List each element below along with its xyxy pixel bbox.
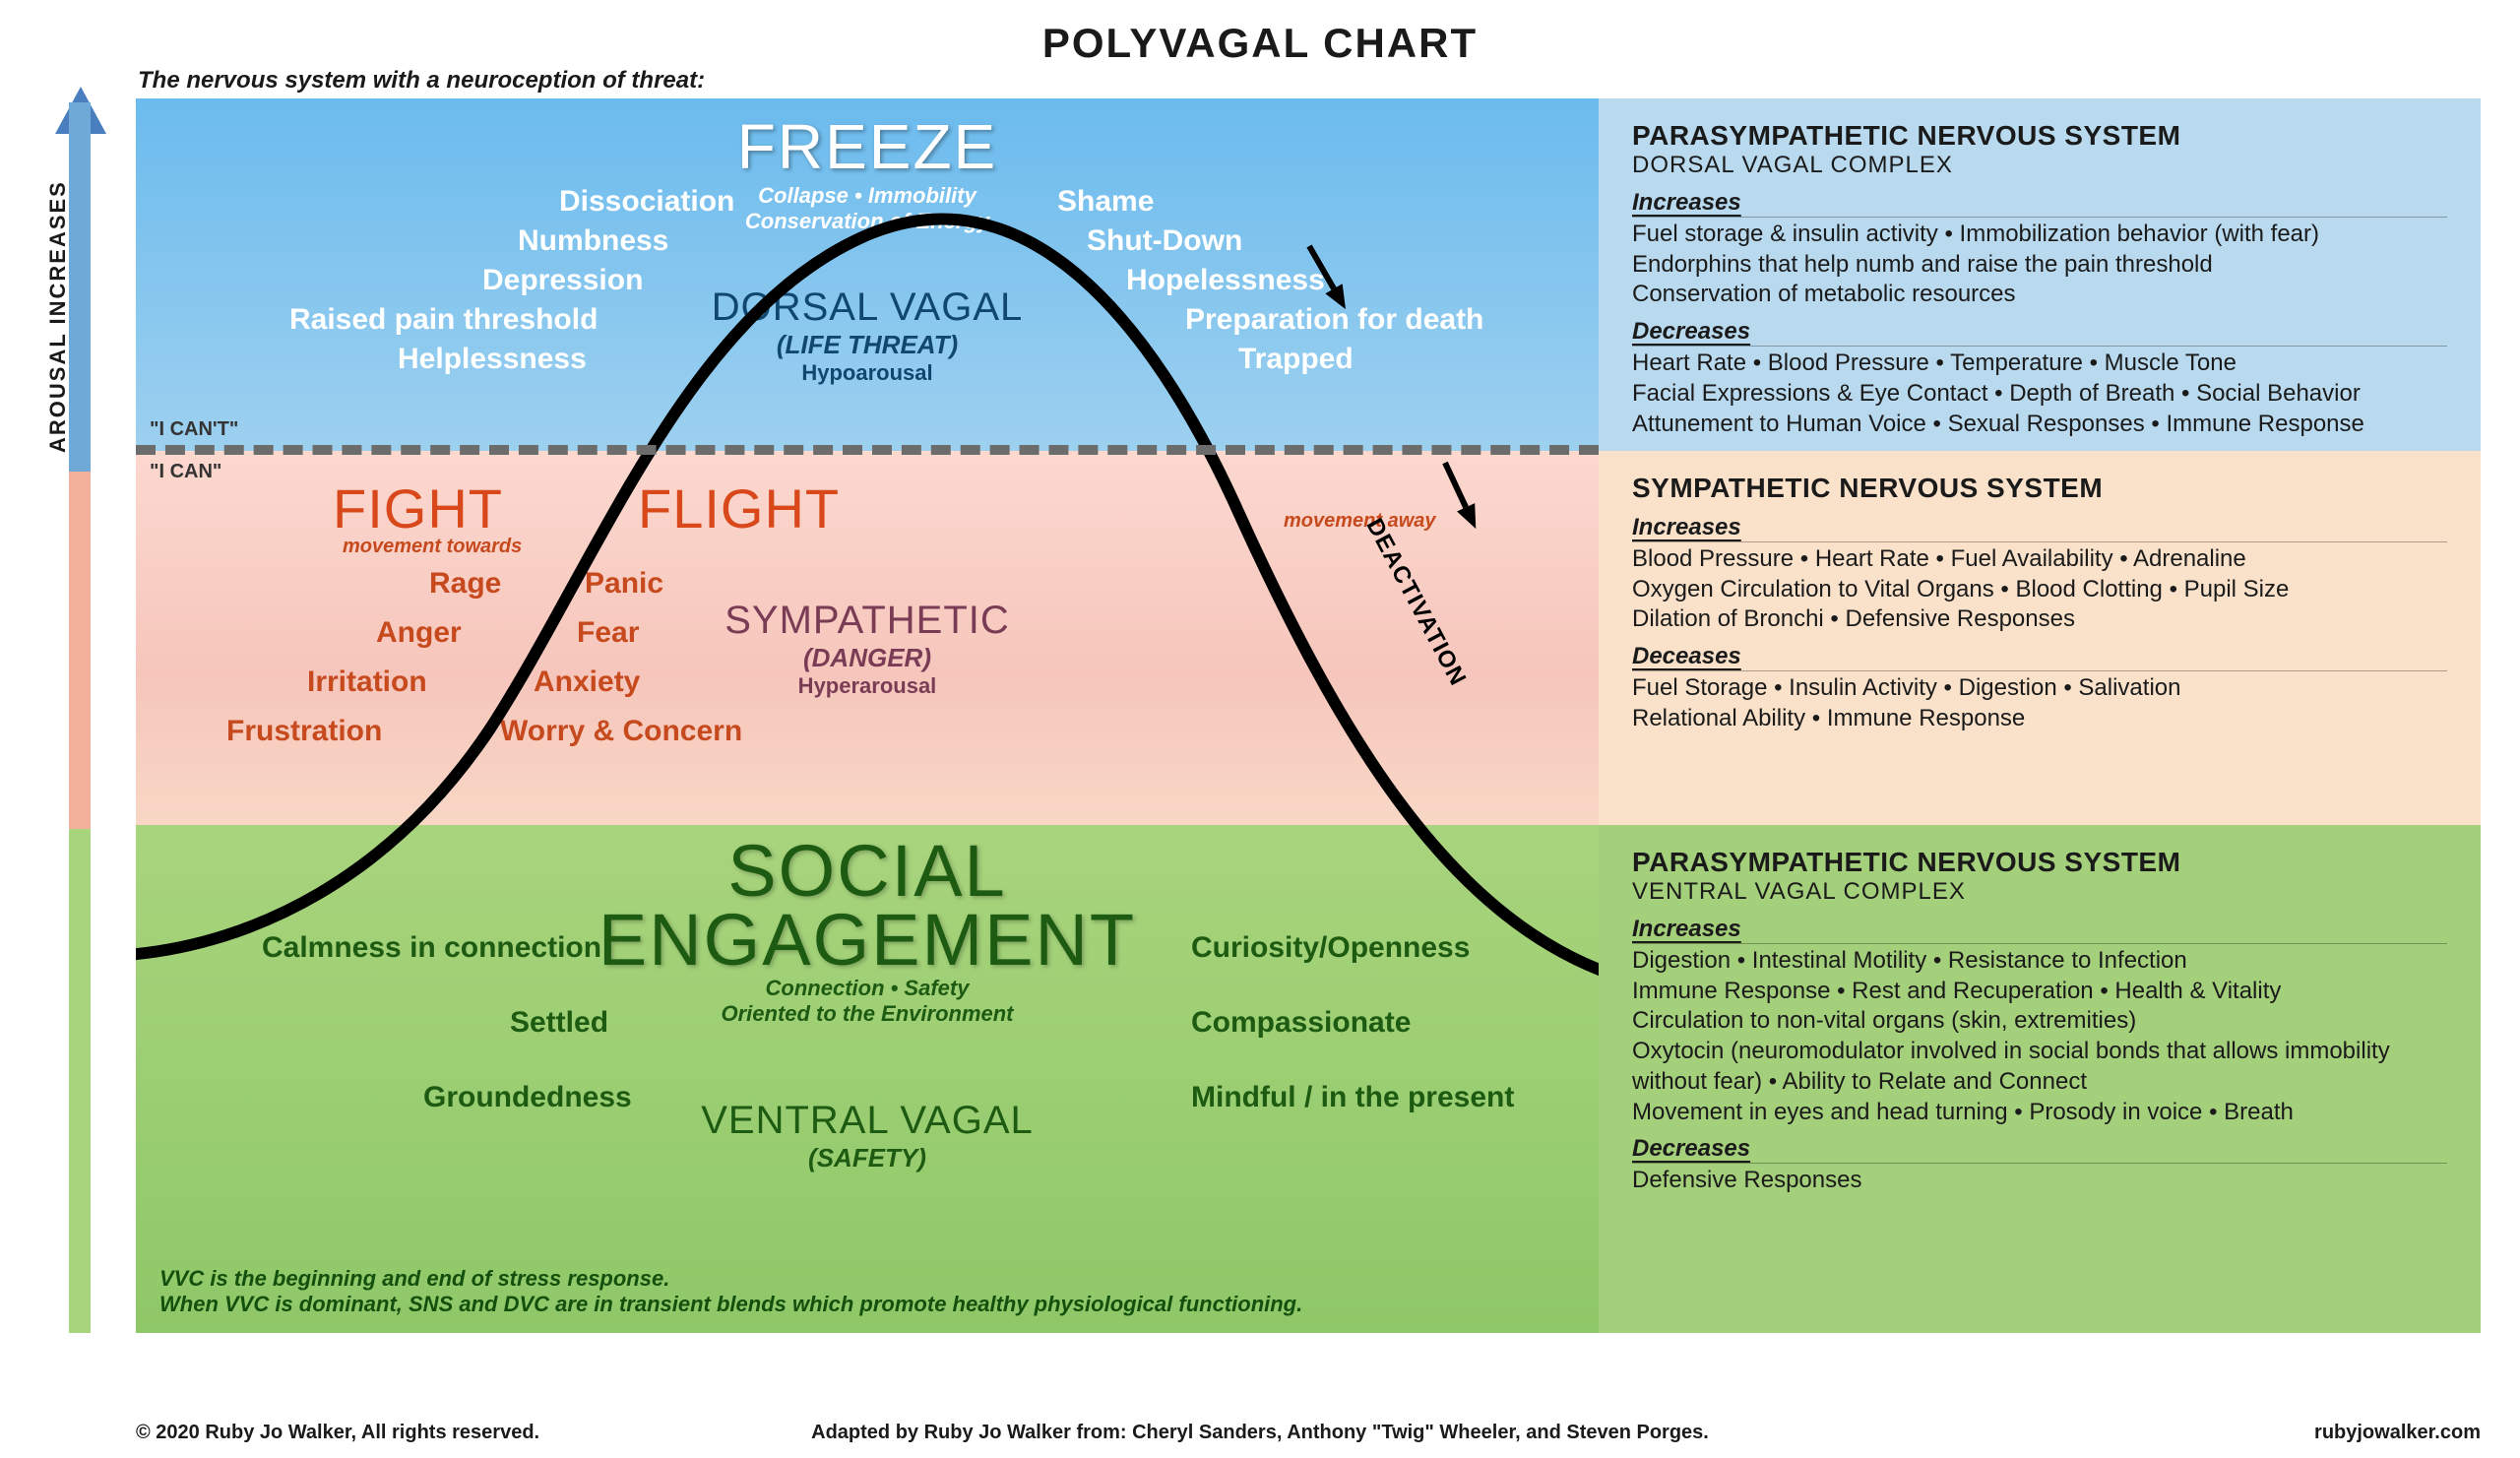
state-word: Preparation for death — [1185, 303, 1483, 337]
band-social-engagement: SOCIAL ENGAGEMENT Connection • Safety Or… — [136, 825, 2481, 1333]
state-word: Anger — [376, 616, 462, 650]
panel-green-decreases-h: Decreases — [1632, 1135, 2447, 1164]
state-word: Shut-Down — [1087, 224, 1242, 258]
panel-blue-subtitle: DORSAL VAGAL COMPLEX — [1632, 152, 2447, 179]
site-text: rubyjowalker.com — [2314, 1422, 2481, 1444]
axis-seg-blue — [69, 102, 91, 472]
sympathetic-system: SYMPATHETIC — [724, 599, 1010, 643]
threat-caption: The nervous system with a neuroception o… — [138, 67, 705, 95]
state-word: Calmness in connection — [262, 931, 601, 965]
social-title-2: ENGAGEMENT — [598, 906, 1136, 975]
panel-blue-title: PARASYMPATHETIC NERVOUS SYSTEM — [1632, 120, 2447, 152]
vvc-note: VVC is the beginning and end of stress r… — [159, 1266, 1302, 1317]
panel-green-increases: Digestion • Intestinal Motility • Resist… — [1632, 946, 2447, 1127]
social-hero: SOCIAL ENGAGEMENT Connection • Safety Or… — [598, 837, 1136, 1027]
axis-seg-green — [69, 829, 91, 1334]
sympathetic-arousal: Hyperarousal — [724, 673, 1010, 699]
ventral-vagal-tag: (SAFETY) — [701, 1143, 1034, 1173]
flight-subtitle: movement away — [1284, 510, 1436, 533]
panel-green-decreases: Defensive Responses — [1632, 1166, 2447, 1196]
freeze-subtitle-1: Collapse • Immobility — [737, 183, 997, 209]
dorsal-vagal-arousal: Hypoarousal — [712, 360, 1024, 386]
state-word: Rage — [429, 567, 501, 601]
dorsal-vagal-label: DORSAL VAGAL (LIFE THREAT) Hypoarousal — [712, 285, 1024, 386]
copyright-text: © 2020 Ruby Jo Walker, All rights reserv… — [136, 1422, 539, 1444]
freeze-hero: FREEZE Collapse • Immobility Conservatio… — [737, 110, 997, 234]
panel-sympathetic: SYMPATHETIC NERVOUS SYSTEM Increases Blo… — [1599, 451, 2481, 825]
panel-blue-decreases-h: Decreases — [1632, 318, 2447, 347]
band-fight-flight-left: "I CAN" FIGHT movement towards FLIGHT mo… — [136, 451, 1599, 825]
state-word: Fear — [577, 616, 639, 650]
panel-green-subtitle: VENTRAL VAGAL COMPLEX — [1632, 878, 2447, 906]
state-word: Hopelessness — [1126, 264, 1325, 297]
adapted-text: Adapted by Ruby Jo Walker from: Cheryl S… — [811, 1422, 1709, 1444]
vvc-note-line-2: When VVC is dominant, SNS and DVC are in… — [159, 1292, 1302, 1317]
fight-subtitle: movement towards — [343, 536, 522, 558]
state-word: Irritation — [307, 666, 427, 699]
state-word: Trapped — [1238, 343, 1354, 376]
sympathetic-tag: (DANGER) — [724, 643, 1010, 673]
panel-green-increases-h: Increases — [1632, 916, 2447, 944]
panel-parasympathetic-ventral: PARASYMPATHETIC NERVOUS SYSTEM VENTRAL V… — [1599, 825, 2481, 1333]
panel-green-title: PARASYMPATHETIC NERVOUS SYSTEM — [1632, 847, 2447, 878]
sympathetic-label: SYMPATHETIC (DANGER) Hyperarousal — [724, 599, 1010, 699]
dorsal-vagal-tag: (LIFE THREAT) — [712, 330, 1024, 360]
arousal-axis-bar — [69, 102, 91, 1333]
band-social-left: SOCIAL ENGAGEMENT Connection • Safety Or… — [136, 825, 1599, 1333]
bands-container: FREEZE Collapse • Immobility Conservatio… — [136, 98, 2481, 1333]
flight-title: FLIGHT — [638, 476, 840, 540]
ventral-vagal-label: VENTRAL VAGAL (SAFETY) — [701, 1099, 1034, 1173]
state-word: Frustration — [226, 715, 382, 748]
fight-title: FIGHT — [333, 476, 503, 540]
social-title-1: SOCIAL — [598, 837, 1136, 906]
ventral-vagal-system: VENTRAL VAGAL — [701, 1099, 1034, 1143]
state-word: Helplessness — [398, 343, 587, 376]
panel-blue-increases-h: Increases — [1632, 189, 2447, 218]
state-word: Panic — [585, 567, 663, 601]
panel-blue-decreases: Heart Rate • Blood Pressure • Temperatur… — [1632, 349, 2447, 439]
state-word: Shame — [1057, 185, 1154, 219]
vvc-note-line-1: VVC is the beginning and end of stress r… — [159, 1266, 1302, 1292]
i-can-label: "I CAN" — [150, 461, 221, 483]
state-word: Groundedness — [423, 1081, 632, 1114]
panel-pink-increases-h: Increases — [1632, 514, 2447, 542]
state-word: Mindful / in the present — [1191, 1081, 1514, 1114]
freeze-subtitle-2: Conservation of Energy — [737, 209, 997, 234]
band-freeze: FREEZE Collapse • Immobility Conservatio… — [136, 98, 2481, 451]
state-word: Numbness — [518, 224, 668, 258]
arousal-axis-label: AROUSAL INCREASES — [45, 180, 71, 453]
state-word: Compassionate — [1191, 1006, 1411, 1040]
state-word: Anxiety — [534, 666, 640, 699]
page-title: POLYVAGAL CHART — [0, 20, 2520, 67]
state-word: Curiosity/Openness — [1191, 931, 1470, 965]
panel-blue-increases: Fuel storage & insulin activity • Immobi… — [1632, 220, 2447, 310]
social-subtitle-2: Oriented to the Environment — [598, 1001, 1136, 1027]
band-fight-flight: "I CAN" FIGHT movement towards FLIGHT mo… — [136, 451, 2481, 825]
dashed-divider — [136, 445, 1599, 455]
dorsal-vagal-system: DORSAL VAGAL — [712, 285, 1024, 330]
i-cant-label: "I CAN'T" — [150, 418, 238, 441]
panel-parasympathetic-dorsal: PARASYMPATHETIC NERVOUS SYSTEM DORSAL VA… — [1599, 98, 2481, 451]
state-word: Worry & Concern — [500, 715, 742, 748]
panel-pink-decreases-h: Deceases — [1632, 643, 2447, 671]
panel-pink-title: SYMPATHETIC NERVOUS SYSTEM — [1632, 473, 2447, 504]
freeze-title: FREEZE — [737, 110, 997, 183]
band-freeze-left: FREEZE Collapse • Immobility Conservatio… — [136, 98, 1599, 451]
state-word: Dissociation — [559, 185, 734, 219]
state-word: Depression — [482, 264, 643, 297]
state-word: Settled — [510, 1006, 608, 1040]
panel-pink-increases: Blood Pressure • Heart Rate • Fuel Avail… — [1632, 544, 2447, 635]
axis-seg-pink — [69, 472, 91, 829]
panel-pink-decreases: Fuel Storage • Insulin Activity • Digest… — [1632, 673, 2447, 733]
state-word: Raised pain threshold — [289, 303, 598, 337]
